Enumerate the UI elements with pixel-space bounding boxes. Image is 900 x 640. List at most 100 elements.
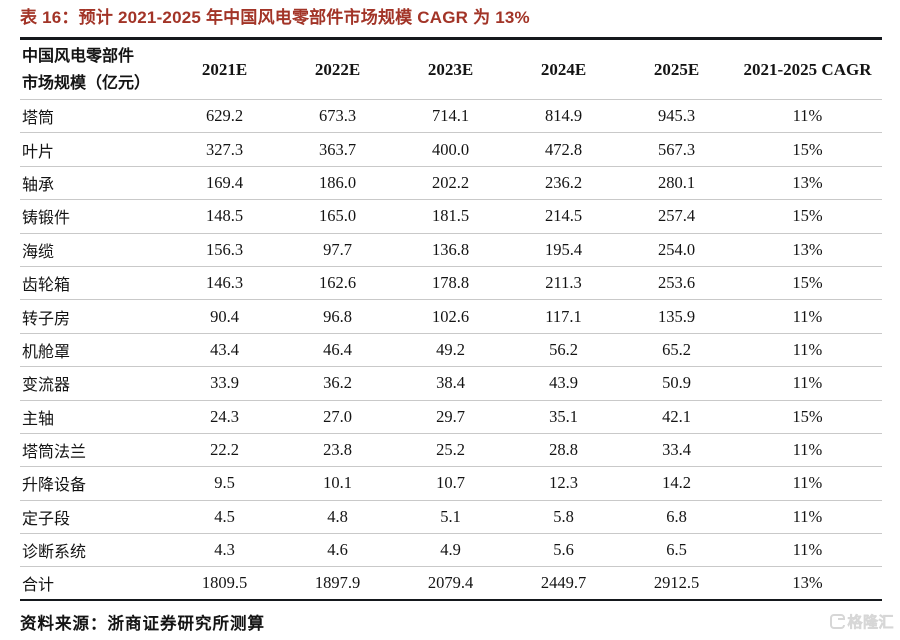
value-cell: 56.2 <box>507 333 620 368</box>
value-cell: 363.7 <box>281 132 394 167</box>
market-size-table: 中国风电零部件 市场规模（亿元） 2021E 2022E 2023E 2024E… <box>20 37 882 602</box>
value-cell: 65.2 <box>620 333 733 368</box>
header-col-cagr: 2021-2025 CAGR <box>733 38 882 100</box>
value-cell: 2912.5 <box>620 566 733 602</box>
value-cell: 43.9 <box>507 366 620 401</box>
value-cell: 5.1 <box>394 500 507 535</box>
table-row: 转子房 90.4 96.8 102.6 117.1 135.9 11% <box>20 299 882 334</box>
value-cell: 945.3 <box>620 99 733 134</box>
value-cell: 814.9 <box>507 99 620 134</box>
value-cell: 673.3 <box>281 99 394 134</box>
value-cell: 2079.4 <box>394 566 507 602</box>
table-row: 齿轮箱 146.3 162.6 178.8 211.3 253.6 15% <box>20 266 882 301</box>
value-cell: 148.5 <box>168 199 281 234</box>
row-label: 合计 <box>20 566 168 602</box>
row-label: 变流器 <box>20 366 168 401</box>
row-label: 定子段 <box>20 500 168 535</box>
cagr-cell: 11% <box>733 99 882 134</box>
row-label: 升降设备 <box>20 466 168 501</box>
value-cell: 6.8 <box>620 500 733 535</box>
value-cell: 25.2 <box>394 433 507 468</box>
value-cell: 4.5 <box>168 500 281 535</box>
value-cell: 96.8 <box>281 299 394 334</box>
table-title: 表 16：预计 2021-2025 年中国风电零部件市场规模 CAGR 为 13… <box>20 8 530 27</box>
value-cell: 90.4 <box>168 299 281 334</box>
cagr-cell: 15% <box>733 132 882 167</box>
value-cell: 254.0 <box>620 233 733 267</box>
row-label: 转子房 <box>20 299 168 334</box>
value-cell: 6.5 <box>620 533 733 568</box>
value-cell: 156.3 <box>168 233 281 267</box>
cagr-cell: 13% <box>733 566 882 602</box>
value-cell: 169.4 <box>168 166 281 201</box>
value-cell: 567.3 <box>620 132 733 167</box>
table-row: 海缆 156.3 97.7 136.8 195.4 254.0 13% <box>20 233 882 267</box>
value-cell: 27.0 <box>281 400 394 434</box>
cagr-cell: 15% <box>733 266 882 301</box>
cagr-cell: 13% <box>733 233 882 267</box>
value-cell: 35.1 <box>507 400 620 434</box>
table-row: 塔筒法兰 22.2 23.8 25.2 28.8 33.4 11% <box>20 433 882 468</box>
table-row: 主轴 24.3 27.0 29.7 35.1 42.1 15% <box>20 400 882 434</box>
row-label: 塔筒法兰 <box>20 433 168 468</box>
table-row: 定子段 4.5 4.8 5.1 5.8 6.8 11% <box>20 500 882 535</box>
value-cell: 102.6 <box>394 299 507 334</box>
value-cell: 186.0 <box>281 166 394 201</box>
table-row: 轴承 169.4 186.0 202.2 236.2 280.1 13% <box>20 166 882 201</box>
table-row: 升降设备 9.5 10.1 10.7 12.3 14.2 11% <box>20 466 882 501</box>
value-cell: 42.1 <box>620 400 733 434</box>
cagr-cell: 11% <box>733 466 882 501</box>
value-cell: 1809.5 <box>168 566 281 602</box>
value-cell: 327.3 <box>168 132 281 167</box>
value-cell: 195.4 <box>507 233 620 267</box>
value-cell: 49.2 <box>394 333 507 368</box>
value-cell: 28.8 <box>507 433 620 468</box>
value-cell: 12.3 <box>507 466 620 501</box>
value-cell: 4.6 <box>281 533 394 568</box>
table-row: 叶片 327.3 363.7 400.0 472.8 567.3 15% <box>20 132 882 167</box>
gelonghui-watermark-text: 格隆汇 <box>847 614 894 632</box>
row-label: 主轴 <box>20 400 168 434</box>
row-label: 轴承 <box>20 166 168 201</box>
row-label: 诊断系统 <box>20 533 168 568</box>
gelonghui-logo-icon <box>830 614 846 629</box>
value-cell: 178.8 <box>394 266 507 301</box>
value-cell: 10.1 <box>281 466 394 501</box>
value-cell: 9.5 <box>168 466 281 501</box>
cagr-cell: 15% <box>733 199 882 234</box>
header-row: 中国风电零部件 市场规模（亿元） 2021E 2022E 2023E 2024E… <box>20 38 882 100</box>
table-row: 诊断系统 4.3 4.6 4.9 5.6 6.5 11% <box>20 533 882 568</box>
header-label-line2: 市场规模（亿元） <box>22 74 151 92</box>
value-cell: 162.6 <box>281 266 394 301</box>
row-label: 机舱罩 <box>20 333 168 368</box>
cagr-cell: 11% <box>733 333 882 368</box>
value-cell: 236.2 <box>507 166 620 201</box>
cagr-cell: 11% <box>733 366 882 401</box>
header-col-2022e: 2022E <box>281 38 394 100</box>
value-cell: 257.4 <box>620 199 733 234</box>
value-cell: 22.2 <box>168 433 281 468</box>
source-note: 资料来源：浙商证券研究所测算 <box>20 614 265 634</box>
value-cell: 400.0 <box>394 132 507 167</box>
value-cell: 38.4 <box>394 366 507 401</box>
table-row: 塔筒 629.2 673.3 714.1 814.9 945.3 11% <box>20 99 882 134</box>
row-label: 齿轮箱 <box>20 266 168 301</box>
value-cell: 202.2 <box>394 166 507 201</box>
cagr-cell: 13% <box>733 166 882 201</box>
value-cell: 1897.9 <box>281 566 394 602</box>
value-cell: 36.2 <box>281 366 394 401</box>
value-cell: 50.9 <box>620 366 733 401</box>
value-cell: 136.8 <box>394 233 507 267</box>
value-cell: 629.2 <box>168 99 281 134</box>
header-col-2023e: 2023E <box>394 38 507 100</box>
table-row: 合计 1809.5 1897.9 2079.4 2449.7 2912.5 13… <box>20 566 882 602</box>
value-cell: 181.5 <box>394 199 507 234</box>
value-cell: 5.8 <box>507 500 620 535</box>
value-cell: 253.6 <box>620 266 733 301</box>
value-cell: 14.2 <box>620 466 733 501</box>
value-cell: 472.8 <box>507 132 620 167</box>
value-cell: 43.4 <box>168 333 281 368</box>
cagr-cell: 11% <box>733 433 882 468</box>
value-cell: 33.9 <box>168 366 281 401</box>
